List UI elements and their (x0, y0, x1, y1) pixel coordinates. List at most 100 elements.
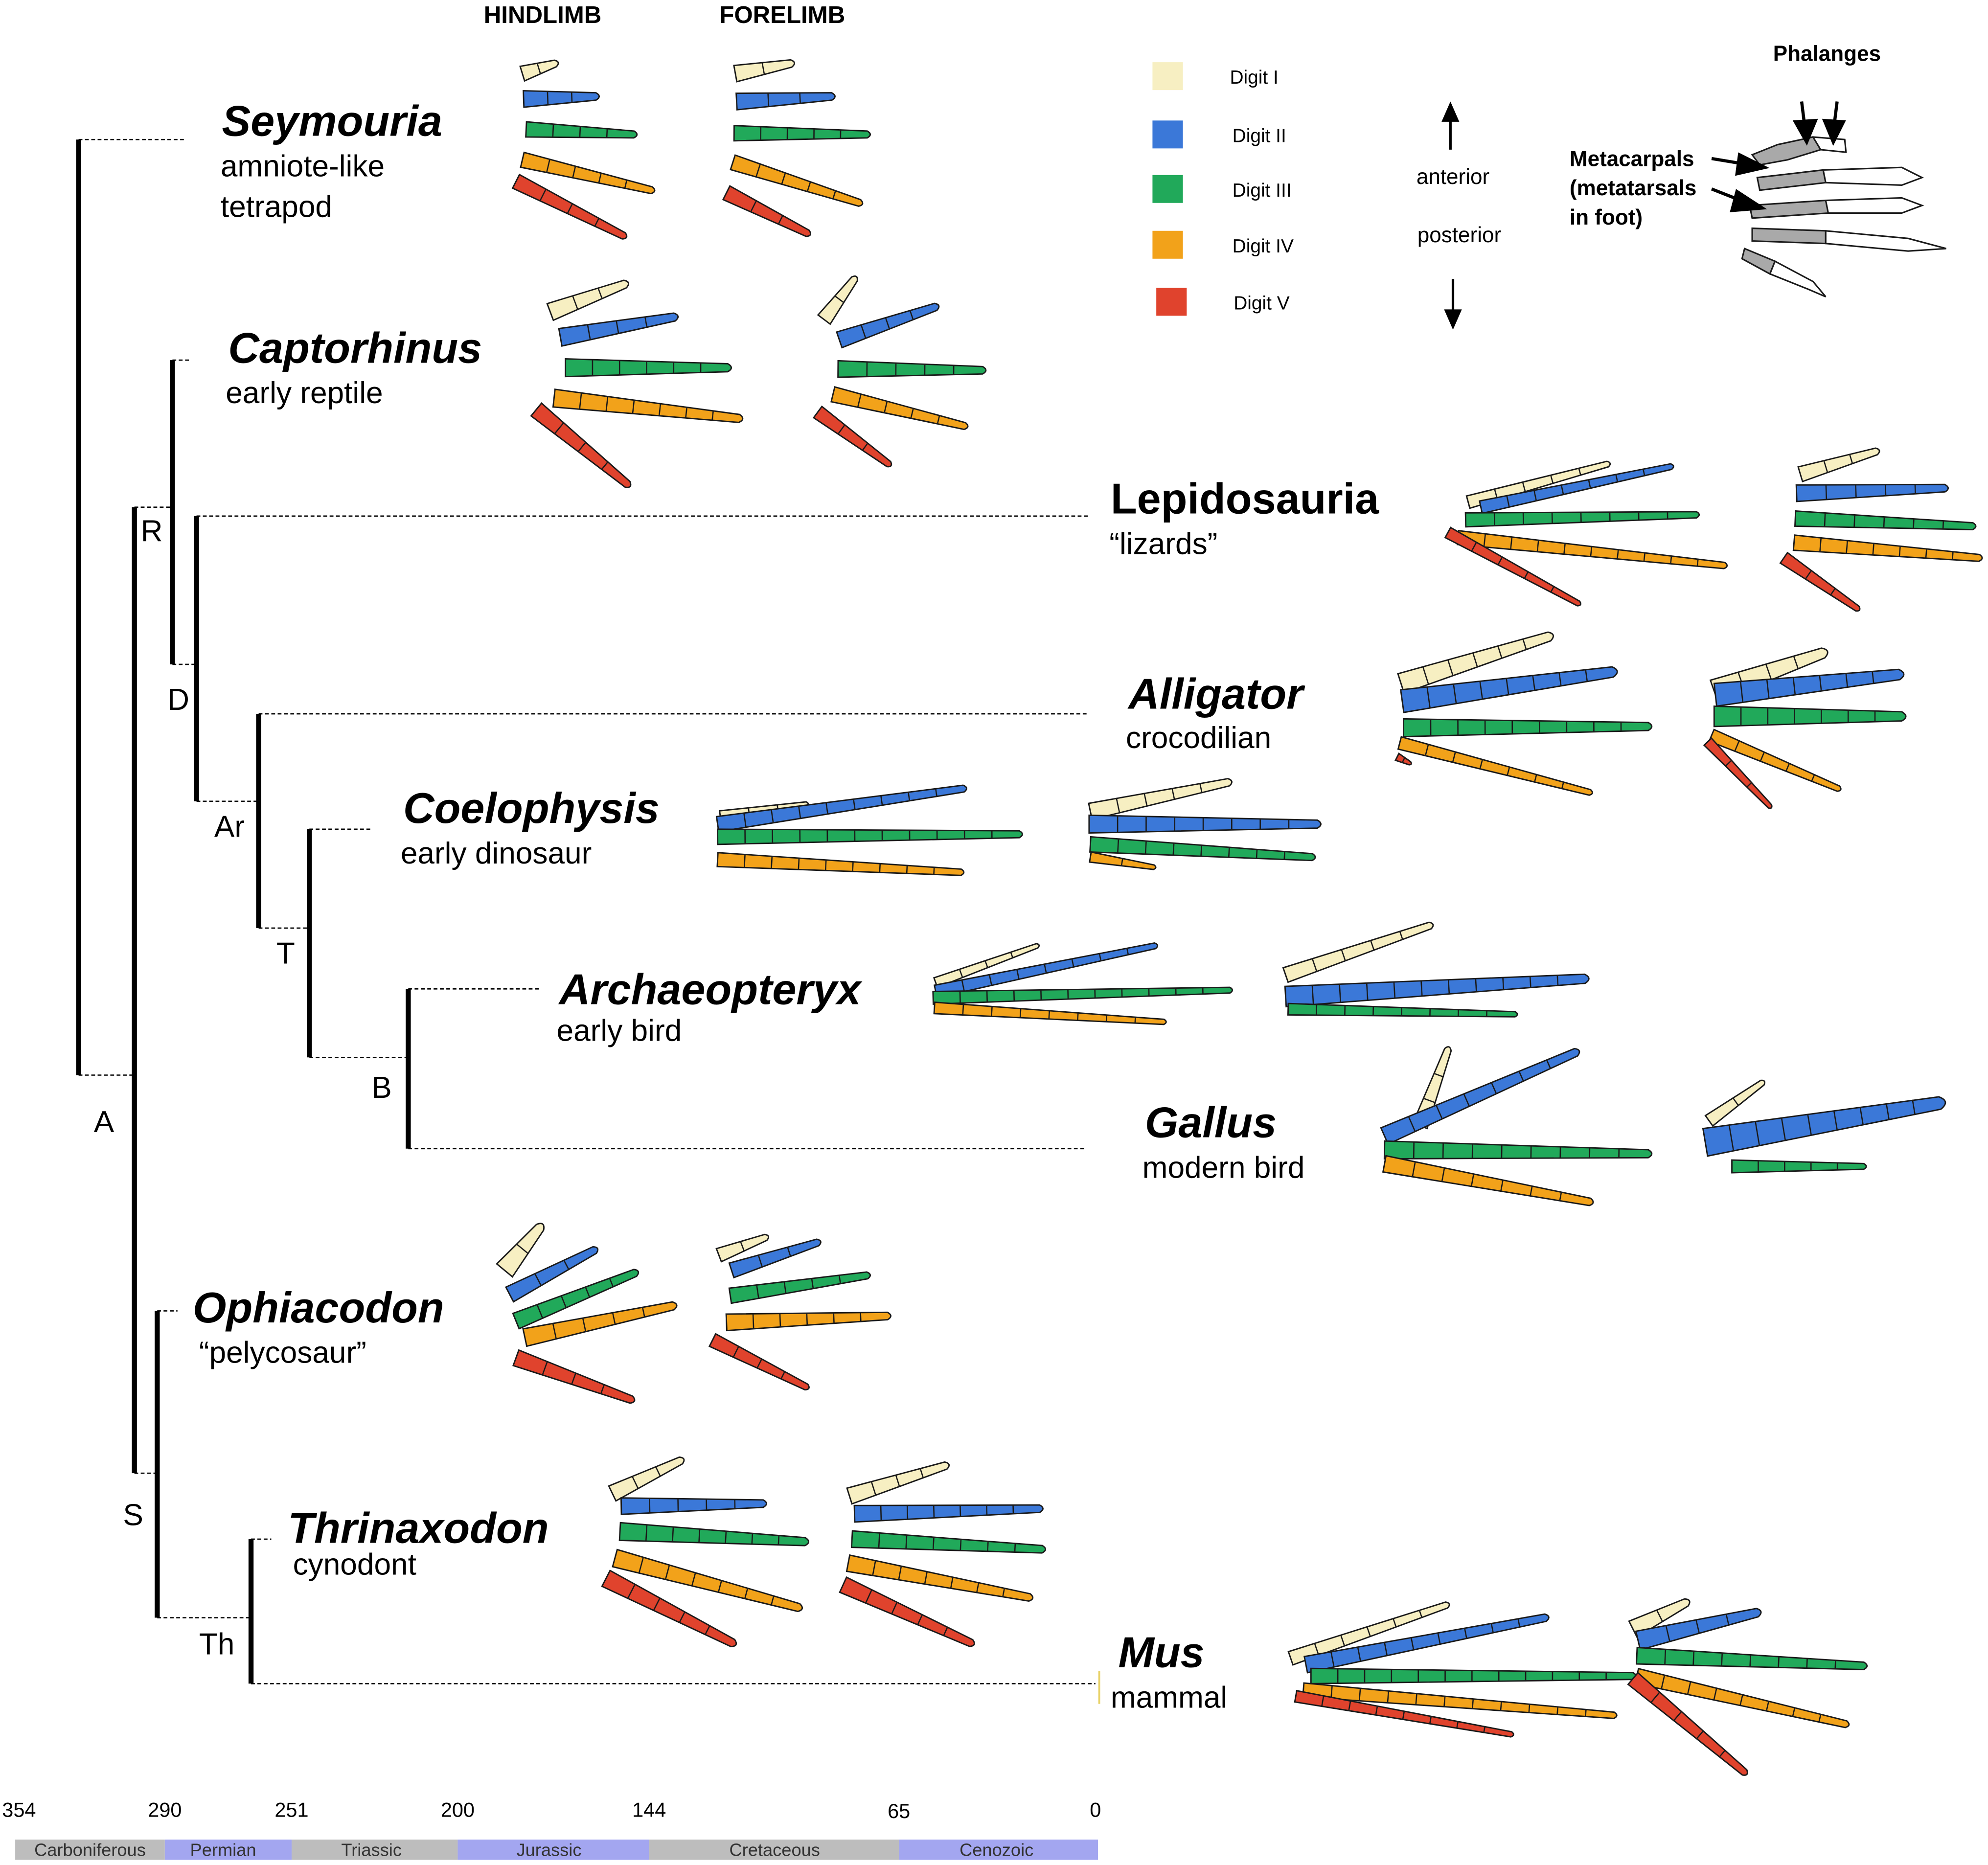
ophiacodon-hindlimb-digit-5-joint (571, 1372, 577, 1385)
lepidosauria-forelimb-digit-5-joint (1805, 570, 1812, 580)
alligator-hindlimb-digit-1-joint (1422, 666, 1429, 685)
coelophysis-hindlimb-digit-4-joint (743, 854, 746, 868)
mus-hindlimb-digit-2-joint (1384, 1642, 1388, 1656)
mus-hindlimb-digit-4-joint (1528, 1704, 1531, 1713)
captorhinus-hindlimb-digit-2-joint (616, 320, 619, 334)
alligator-forelimb-digit-2-joint (1819, 675, 1822, 692)
captorhinus-hindlimb-digit-1-joint (572, 295, 579, 310)
lepidosauria-forelimb-digit-1-joint (1823, 460, 1828, 473)
mus-hindlimb-digit-5-joint (1348, 1701, 1351, 1711)
gallus-forelimb-digit-2-joint (1833, 1110, 1838, 1131)
lepidosauria-forelimb-digit-3-joint (1853, 515, 1855, 528)
captorhinus-forelimb-digit-4-joint (910, 408, 914, 419)
gallus-forelimb-digit-2-joint (1755, 1121, 1760, 1146)
ophiacodon-hindlimb-digit-3 (512, 1269, 640, 1330)
alligator-hindlimb-digit-4-joint (1452, 751, 1456, 763)
gallus-forelimb-digit-2-joint (1859, 1107, 1864, 1126)
lepidosauria-forelimb-digit-4 (1792, 534, 1983, 562)
captorhinus-forelimb-digit-5 (812, 405, 892, 468)
captorhinus-hindlimb-digit-4-joint (685, 407, 688, 419)
ophiacodon-forelimb-digit-3-joint (756, 1285, 759, 1299)
mus-hindlimb-digit-2-joint (1517, 1618, 1521, 1628)
taxon-mus-desc: mammal (1111, 1681, 1227, 1715)
archaeopteryx-hindlimb-digit-4-joint (991, 1006, 993, 1017)
thrinaxodon-hindlimb-digit-5 (601, 1569, 737, 1648)
hindlimb-header: HINDLIMB (484, 1, 602, 28)
mus-hindlimb-digit-4-joint (1387, 1691, 1390, 1703)
captorhinus-hindlimb-digit-2-joint (587, 324, 591, 340)
captorhinus-forelimb-digit-1 (817, 275, 858, 325)
thrinaxodon-hindlimb-digit-3-joint (751, 1533, 754, 1545)
ophiacodon-forelimb-digit-2 (728, 1238, 822, 1279)
alligator-hindlimb-digit-4-joint (1533, 774, 1537, 783)
thrinaxodon-hindlimb-digit-4-joint (691, 1572, 696, 1587)
coelophysis-forelimb-digit-1-joint (1143, 793, 1148, 807)
archaeopteryx-hindlimb-digit-3 (932, 986, 1234, 1005)
gallus-hindlimb-digit-2-joint (1435, 1105, 1443, 1119)
lepidosauria-hindlimb-digit-5-joint (1550, 586, 1555, 593)
gallus-hindlimb-digit-4-joint (1530, 1185, 1533, 1197)
archaeopteryx-hindlimb-digit-2-joint (1071, 958, 1074, 968)
ophiacodon-hindlimb-digit-2-joint (534, 1273, 542, 1286)
mus-forelimb-digit-5-joint (1696, 1730, 1704, 1740)
taxon-captorhinus-desc: early reptile (226, 376, 383, 410)
gallus-forelimb-digit-2-joint (1807, 1114, 1812, 1136)
archaeopteryx-forelimb-digit-1-joint (1370, 940, 1375, 951)
lepidosauria-hindlimb-digit-5-joint (1497, 556, 1503, 566)
seymouria-forelimb-digit-3 (733, 125, 871, 142)
archaeopteryx-hindlimb-digit-2-joint (1098, 953, 1102, 961)
thrinaxodon-forelimb-digit-3-joint (932, 1537, 935, 1550)
ophiacodon-forelimb-digit-3-joint (811, 1278, 814, 1289)
lepidosauria-forelimb-digit-4-joint (1819, 538, 1822, 552)
taxon-lepidosauria-desc: “lizards” (1109, 527, 1217, 561)
node-t: T (276, 936, 295, 970)
alligator-forelimb-digit-2-joint (1792, 677, 1796, 695)
archaeopteryx-forelimb-digit-2-joint (1502, 977, 1505, 990)
taxon-seymouria-desc-2: tetrapod (221, 190, 332, 224)
archaeopteryx-forelimb-digit-2-joint (1475, 978, 1477, 992)
coelophysis-hindlimb-digit-2-joint (853, 798, 856, 810)
seymouria-forelimb-digit-5 (722, 185, 812, 237)
ophiacodon-hindlimb-digit-3-joint (560, 1295, 567, 1308)
thrinaxodon-forelimb-digit-2-joint (906, 1505, 909, 1520)
archaeopteryx-forelimb-digit-2 (1284, 973, 1590, 1008)
lepidosauria-hindlimb-digit-4-joint (1510, 537, 1513, 550)
phylogenetic-tree (76, 138, 1096, 1684)
mus-hindlimb-digit-5-joint (1429, 1716, 1432, 1724)
seymouria-hindlimb-digit-4-joint (624, 180, 628, 189)
alligator-forelimb-digit-2-joint (1872, 671, 1874, 684)
alligator-forelimb-digit-4-joint (1811, 774, 1815, 782)
posterior-label: posterior (1417, 223, 1501, 247)
ophiacodon-hindlimb-digit-4-joint (582, 1318, 587, 1332)
mus-forelimb-digit-5-joint (1718, 1750, 1726, 1758)
mus-hindlimb-digit-2-joint (1437, 1632, 1441, 1645)
seymouria-hindlimb-digit-4 (520, 151, 656, 195)
mus-hindlimb-digit-4-joint (1415, 1693, 1417, 1705)
mus-hindlimb-digit-1-joint (1418, 1610, 1423, 1618)
period-permian: Permian (190, 1840, 256, 1860)
node-r: R (141, 515, 163, 548)
lepidosauria-hindlimb-digit-4-joint (1617, 549, 1619, 560)
time-tick-290: 290 (148, 1798, 182, 1821)
lepidosauria-hindlimb-digit-4-joint (1563, 543, 1566, 555)
seymouria-hindlimb-digit-1-joint (536, 63, 541, 74)
mus-hindlimb-digit-4-joint (1500, 1701, 1502, 1711)
thrinaxodon-hindlimb-digit-2 (620, 1497, 768, 1515)
digit-2-swatch (1152, 120, 1183, 149)
seymouria-forelimb-digit-5-joint (777, 215, 784, 225)
taxon-alligator-desc: crocodilian (1126, 721, 1271, 755)
seymouria-hindlimb-digit-4-joint (546, 159, 550, 173)
ophiacodon-hindlimb-digit-2-joint (563, 1259, 570, 1270)
alligator-hindlimb-digit-2 (1400, 666, 1618, 713)
captorhinus-hindlimb-digit-2-joint (644, 316, 648, 328)
gallus-forelimb-digit-1 (1704, 1079, 1766, 1127)
ophiacodon-hindlimb-digit-4-joint (641, 1307, 645, 1318)
ophiacodon-hindlimb-digit-4-joint (552, 1323, 557, 1340)
seymouria-forelimb-digit-4-joint (806, 181, 811, 192)
captorhinus-forelimb-digit-2-joint (860, 324, 867, 339)
coelophysis-hindlimb-digit-4-joint (852, 862, 854, 872)
thrinaxodon-hindlimb-digit-4-joint (770, 1595, 775, 1606)
alligator-hindlimb-digit-1-joint (1447, 660, 1454, 676)
captorhinus-hindlimb-digit-5-joint (554, 422, 565, 434)
captorhinus-hindlimb-digit-5-joint (577, 441, 587, 453)
